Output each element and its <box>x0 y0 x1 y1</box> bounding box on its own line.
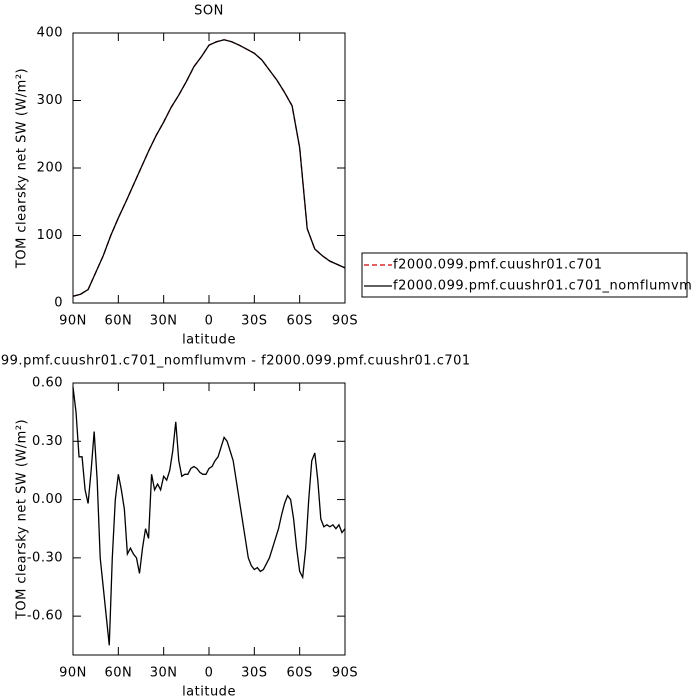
y-tick-label: 0.30 <box>32 434 63 449</box>
y-tick-label: 0.60 <box>32 376 63 391</box>
y-tick-label: 200 <box>37 161 63 176</box>
legend: f2000.099.pmf.cuushr01.c701 f2000.099.pmf… <box>361 252 692 298</box>
y-axis-label: TOM clearsky net SW (W/m²) <box>15 68 30 269</box>
chart-title: SON <box>194 4 224 19</box>
plot-frame <box>72 382 346 656</box>
y-tick-label: 0.00 <box>32 492 63 507</box>
x-tick-label: 60S <box>287 314 313 329</box>
x-tick-label: 30N <box>150 314 178 329</box>
y-tick-label: 300 <box>37 93 63 108</box>
x-tick-label: 30S <box>241 314 267 329</box>
legend-label: f2000.099.pmf.cuushr01.c701 <box>393 258 603 273</box>
x-tick-label: 90S <box>332 314 358 329</box>
x-tick-label: 90N <box>59 666 87 681</box>
legend-box <box>361 252 688 298</box>
x-tick-label: 90S <box>332 666 358 681</box>
legend-label: f2000.099.pmf.cuushr01.c701_nomflumvm <box>393 279 692 294</box>
x-tick-label: 60N <box>104 314 132 329</box>
data-line <box>72 39 346 297</box>
chart-title: f2000.099.pmf.cuushr01.c701_nomflumvm - … <box>0 354 471 369</box>
x-tick-label: 90N <box>59 314 87 329</box>
y-tick-label: 100 <box>37 228 63 243</box>
x-axis-label: latitude <box>182 333 236 348</box>
x-tick-label: 0 <box>205 314 214 329</box>
x-tick-label: 60S <box>287 666 313 681</box>
y-axis-label: TOM clearsky net SW (W/m²) <box>15 419 30 620</box>
y-tick-label: 0 <box>54 296 63 311</box>
data-line <box>72 39 346 297</box>
data-line <box>72 386 346 646</box>
y-tick-label: -0.30 <box>27 550 63 565</box>
x-tick-label: 30S <box>241 666 267 681</box>
x-tick-label: 0 <box>205 666 214 681</box>
y-tick-label: -0.60 <box>27 609 63 624</box>
x-tick-label: 60N <box>104 666 132 681</box>
x-axis-label: latitude <box>182 685 236 700</box>
x-tick-label: 30N <box>150 666 178 681</box>
y-tick-label: 400 <box>37 26 63 41</box>
plot-frame <box>72 32 346 304</box>
